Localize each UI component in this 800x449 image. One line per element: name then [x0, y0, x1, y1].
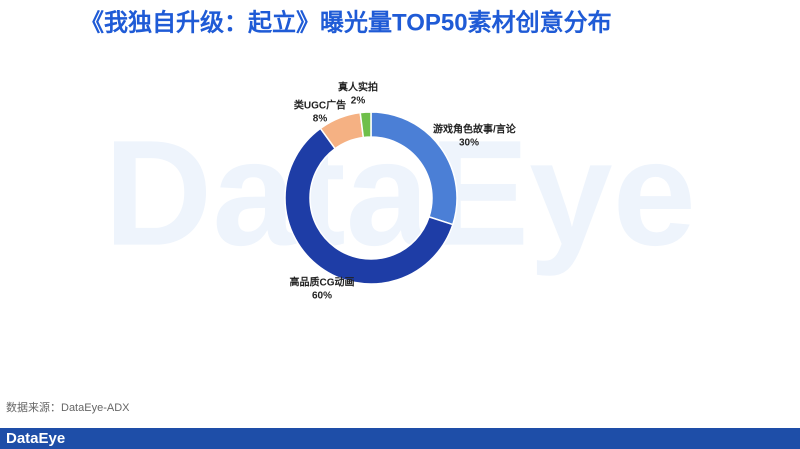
segment-label: 真人实拍: [338, 81, 378, 94]
segment-value-label: 60%: [312, 291, 332, 302]
segment-label: 游戏角色故事/言论: [433, 123, 517, 136]
chart-title: 《我独自升级：起立》曝光量TOP50素材创意分布: [80, 8, 612, 36]
segment-value-label: 2%: [351, 96, 366, 107]
segment-label: 高品质CG动画: [290, 276, 355, 289]
footer-bar: [0, 428, 800, 449]
segment-value-label: 8%: [313, 114, 328, 125]
source-note: 数据来源：DataEye-ADX: [6, 400, 130, 414]
segment-value-label: 30%: [459, 138, 479, 149]
donut-segment: [359, 111, 372, 139]
segment-label: 类UGC广告: [294, 99, 346, 112]
donut-segment: [284, 127, 454, 285]
footer-logo: DataEye: [6, 430, 65, 447]
